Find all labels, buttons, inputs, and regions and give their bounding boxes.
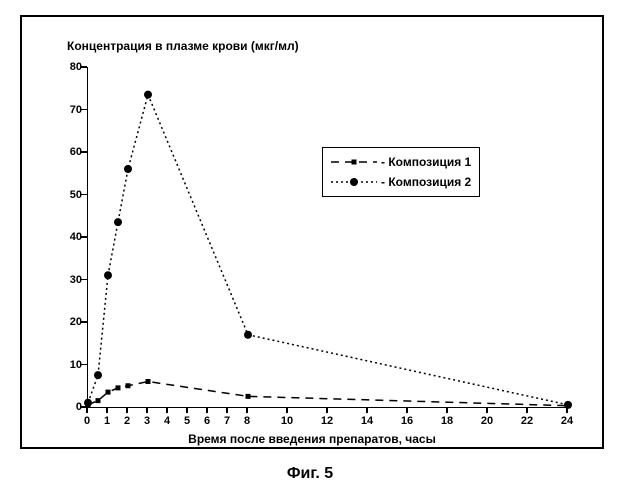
series-marker <box>124 165 132 173</box>
x-tick-label: 22 <box>521 415 533 427</box>
x-tick-label: 24 <box>561 415 573 427</box>
x-tick-label: 8 <box>244 415 250 427</box>
series-marker <box>104 271 112 279</box>
x-tick-label: 14 <box>361 415 373 427</box>
x-tick <box>106 407 108 413</box>
series-marker <box>246 394 251 399</box>
y-tick-label: 80 <box>42 61 82 73</box>
chart-frame: Концентрация в плазме крови (мкг/мл) 010… <box>20 15 604 449</box>
y-tick-label: 70 <box>42 104 82 116</box>
y-tick-label: 10 <box>42 359 82 371</box>
y-tick-label: 40 <box>42 231 82 243</box>
legend-item: - Композиция 1 <box>331 152 471 172</box>
y-axis-title: Концентрация в плазме крови (мкг/мл) <box>67 39 299 53</box>
x-tick-label: 5 <box>184 415 190 427</box>
y-tick-label: 0 <box>42 401 82 413</box>
series-line <box>88 95 568 405</box>
series-marker <box>106 390 111 395</box>
x-tick-label: 1 <box>104 415 110 427</box>
x-tick <box>566 407 568 413</box>
x-tick <box>446 407 448 413</box>
x-tick <box>326 407 328 413</box>
x-tick <box>366 407 368 413</box>
legend: - Композиция 1 - Композиция 2 <box>322 147 480 197</box>
figure-container: Концентрация в плазме крови (мкг/мл) 010… <box>0 0 620 500</box>
chart-lines <box>88 67 568 407</box>
series-marker <box>116 385 121 390</box>
series-line <box>88 382 568 406</box>
series-marker <box>126 383 131 388</box>
series-marker <box>244 331 252 339</box>
x-tick <box>526 407 528 413</box>
series-marker <box>144 91 152 99</box>
x-tick-label: 7 <box>224 415 230 427</box>
x-tick <box>126 407 128 413</box>
x-tick-label: 2 <box>124 415 130 427</box>
legend-item: - Композиция 2 <box>331 172 471 192</box>
y-tick-label: 30 <box>42 274 82 286</box>
x-tick-label: 12 <box>321 415 333 427</box>
series-marker <box>146 379 151 384</box>
figure-caption: Фиг. 5 <box>0 465 620 483</box>
x-tick-label: 0 <box>84 415 90 427</box>
series-marker <box>564 401 572 409</box>
x-axis-title: Время после введения препаратов, часы <box>22 432 602 446</box>
x-tick-label: 10 <box>281 415 293 427</box>
x-tick <box>246 407 248 413</box>
x-tick <box>146 407 148 413</box>
legend-label: - Композиция 1 <box>381 155 471 169</box>
x-tick-label: 18 <box>441 415 453 427</box>
x-tick-label: 6 <box>204 415 210 427</box>
y-tick-label: 20 <box>42 316 82 328</box>
x-tick-label: 20 <box>481 415 493 427</box>
x-tick <box>206 407 208 413</box>
legend-swatch <box>331 174 377 190</box>
x-tick <box>286 407 288 413</box>
x-tick <box>486 407 488 413</box>
x-tick <box>186 407 188 413</box>
series-marker <box>114 218 122 226</box>
y-tick-label: 50 <box>42 189 82 201</box>
series-marker <box>94 371 102 379</box>
series-marker <box>96 398 101 403</box>
legend-swatch <box>331 154 377 170</box>
x-tick-label: 3 <box>144 415 150 427</box>
x-tick <box>406 407 408 413</box>
y-tick-label: 60 <box>42 146 82 158</box>
x-tick-label: 4 <box>164 415 170 427</box>
legend-label: - Композиция 2 <box>381 175 471 189</box>
x-tick <box>226 407 228 413</box>
x-tick <box>166 407 168 413</box>
x-tick-label: 16 <box>401 415 413 427</box>
x-tick <box>86 407 88 413</box>
plot-area <box>87 67 568 408</box>
